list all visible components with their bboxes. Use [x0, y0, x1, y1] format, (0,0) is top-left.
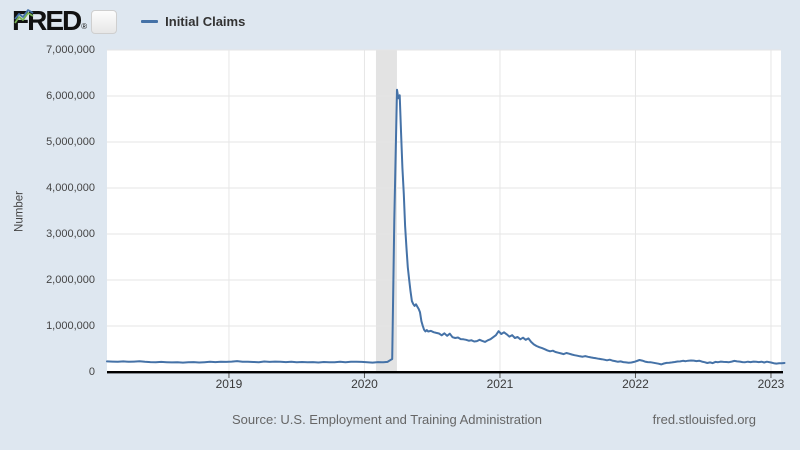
source-note: Source: U.S. Employment and Training Adm…: [232, 412, 542, 427]
x-tick-label: 2019: [215, 377, 243, 391]
y-tick-label: 0: [88, 366, 95, 378]
legend-item-initial-claims[interactable]: Initial Claims: [141, 14, 245, 29]
y-tick-label: 1,000,000: [46, 320, 95, 332]
fred-sparkline-icon: [14, 9, 118, 34]
plot-background: [107, 50, 781, 372]
x-tick-label: 2022: [622, 377, 649, 391]
y-tick-label: 6,000,000: [46, 90, 95, 102]
legend-label: Initial Claims: [165, 13, 246, 29]
x-tick-label: 2020: [351, 377, 378, 391]
x-axis-line: [107, 371, 783, 374]
x-tick-label: 2023: [757, 377, 785, 391]
recession-shading-band: [375, 50, 397, 372]
registered-mark: ®: [81, 22, 88, 31]
y-tick-label: 7,000,000: [46, 44, 95, 56]
legend-line-swatch: [141, 19, 159, 23]
y-tick-label: 3,000,000: [46, 228, 95, 240]
fred-site-link[interactable]: fred.stlouisfed.org: [652, 412, 756, 427]
header: FRED ® Initial Claims: [12, 6, 245, 36]
x-tick-label: 2021: [486, 377, 514, 391]
y-tick-label: 4,000,000: [46, 182, 95, 194]
initial-claims-line: [106, 88, 786, 366]
fred-logo[interactable]: FRED ®: [12, 7, 118, 35]
y-tick-label: 5,000,000: [46, 136, 95, 148]
y-tick-label: 2,000,000: [46, 274, 95, 286]
